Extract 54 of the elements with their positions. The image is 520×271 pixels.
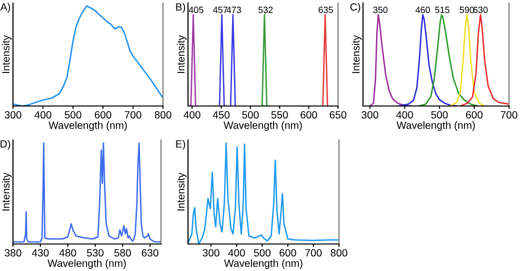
chart-title: C) — [350, 3, 360, 13]
x-tick-label: 550 — [271, 111, 288, 119]
x-tick-label: 580 — [114, 249, 131, 257]
x-tick-label: 400 — [34, 111, 52, 119]
x-tick-label: 600 — [466, 111, 483, 119]
x-tick-label: 500 — [431, 111, 448, 119]
x-tick-label: 600 — [94, 111, 112, 119]
x-tick-label: 450 — [212, 111, 230, 119]
x-tick-label: 700 — [124, 111, 142, 119]
annotation: 350 — [373, 6, 388, 14]
x-tick-label: 430 — [32, 249, 49, 257]
x-tick-label: 400 — [228, 249, 245, 257]
annotation: 460 — [415, 6, 430, 14]
y-axis-title: Intensity — [176, 172, 187, 210]
x-tick-label: 500 — [242, 111, 259, 119]
y-axis-title: Intensity — [2, 172, 12, 210]
x-tick-label: 380 — [4, 249, 22, 257]
x-axis-title: Wavelength (nm) — [396, 121, 475, 131]
y-axis-title: Intensity — [352, 35, 362, 73]
x-tick-label: 630 — [142, 249, 158, 257]
x-tick-label: 600 — [280, 249, 296, 257]
y-axis-title: Intensity — [2, 35, 12, 73]
chart-title: E) — [176, 140, 186, 150]
annotation: 405 — [188, 6, 204, 14]
x-tick-label: 500 — [254, 249, 271, 257]
x-tick-label: 700 — [305, 249, 322, 257]
annotation: 457 — [213, 6, 228, 14]
chart-title: B) — [176, 3, 186, 13]
x-tick-label: 800 — [330, 249, 348, 257]
x-tick-label: 500 — [64, 111, 82, 119]
x-tick-label: 300 — [362, 111, 378, 119]
x-tick-label: 700 — [500, 111, 518, 119]
x-tick-label: 600 — [300, 111, 318, 119]
chart-title: D) — [0, 140, 10, 150]
x-axis-title: Wavelength (nm) — [224, 121, 302, 131]
x-axis-title: Wavelength (nm) — [224, 259, 302, 269]
x-axis-title: Wavelength (nm) — [48, 121, 127, 131]
annotation: 630 — [473, 6, 488, 14]
x-tick-label: 530 — [86, 249, 104, 257]
x-tick-label: 300 — [4, 111, 22, 119]
annotation: 473 — [226, 6, 241, 14]
x-tick-label: 650 — [330, 111, 346, 119]
x-axis-title: Wavelength (nm) — [48, 259, 126, 269]
annotation: 635 — [318, 6, 333, 14]
x-tick-label: 400 — [396, 111, 413, 119]
y-axis-title: Intensity — [176, 35, 187, 73]
annotation: 515 — [435, 6, 450, 14]
annotation: 590 — [460, 6, 474, 14]
x-tick-label: 480 — [59, 249, 76, 257]
x-tick-label: 800 — [154, 111, 172, 119]
annotation: 532 — [258, 6, 273, 14]
x-tick-label: 300 — [202, 249, 220, 257]
x-tick-label: 400 — [184, 111, 200, 119]
chart-title: A) — [0, 3, 10, 13]
